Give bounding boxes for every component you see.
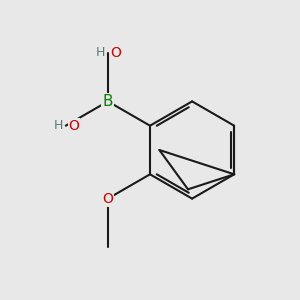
Text: O: O xyxy=(103,192,113,206)
Text: B: B xyxy=(103,94,113,109)
Text: H: H xyxy=(96,46,106,59)
Text: O: O xyxy=(68,119,79,133)
Text: O: O xyxy=(110,46,121,60)
Text: H: H xyxy=(54,119,63,132)
